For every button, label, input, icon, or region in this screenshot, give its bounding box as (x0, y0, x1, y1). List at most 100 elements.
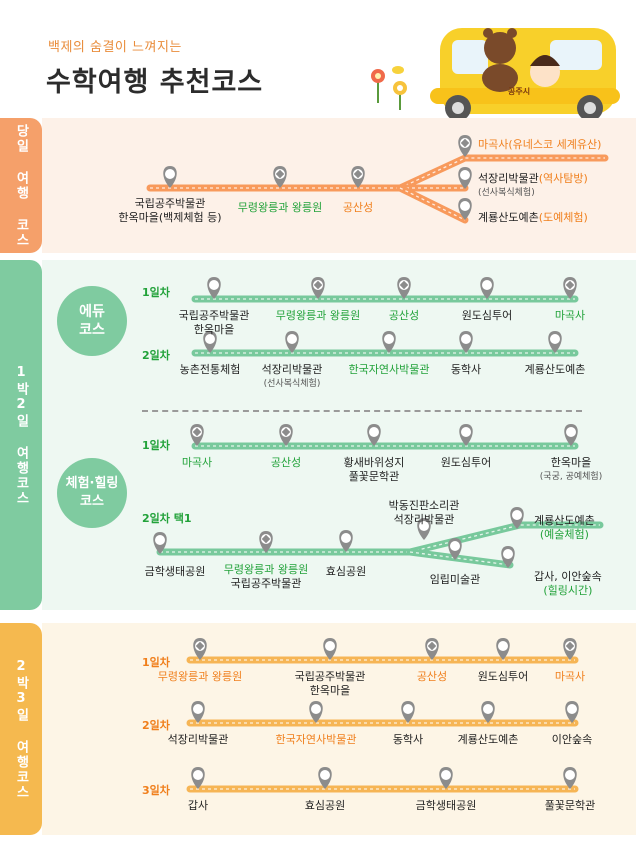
heal-day2-stop-1: 무령왕릉과 왕릉원 국립공주박물관 (196, 563, 336, 591)
daytrip-branch-1-dash (399, 157, 605, 189)
two-day2-label: 2일차 (142, 719, 170, 732)
stop-note: (예술체험) (539, 528, 589, 541)
heal-day2-branch-1: 계룡산도예촌 (예술체험) (534, 514, 595, 542)
pin-icon (401, 701, 415, 723)
two-day2-stop-0: 석장리박물관 (128, 733, 268, 747)
stop-name: 금학생태공원 (415, 799, 477, 812)
stop-name: 갑사 (187, 799, 209, 812)
edu-day2-stop-0: 농촌전통체험 (140, 363, 280, 377)
heal-day1-stop-2: 황새바위성지 풀꽃문학관 (304, 456, 444, 484)
stop-name-2: 국립공주박물관 (230, 577, 302, 590)
heritage-pin-icon (279, 424, 293, 446)
pin-icon (339, 530, 353, 552)
heritage-pin-icon (563, 638, 577, 660)
pin-icon (459, 424, 473, 446)
heal-day1-stop-0: 마곡사 (127, 456, 267, 470)
stop-name: 계룡산도예촌 (534, 514, 595, 527)
heal-day2-branch-down-dash (409, 551, 511, 566)
pin-icon (439, 767, 453, 789)
pin-icon (458, 167, 472, 189)
stop-name: 마곡사 (554, 670, 586, 683)
edu-day2-label: 2일차 (142, 349, 170, 362)
stop-name: 박동진판소리관 석장리박물관 (388, 499, 460, 526)
stop-note: (역사탐방) (538, 172, 588, 185)
stop-name: 효심공원 (325, 565, 367, 578)
pin-icon (458, 198, 472, 220)
heal-day2-stop-2: 효심공원 (276, 565, 416, 579)
pin-icon (564, 424, 578, 446)
heal-day2-branch-3: 갑사, 이안숲속 (힐링시간) (534, 570, 602, 598)
heritage-pin-icon (193, 638, 207, 660)
heal-day1-stop-1: 공산성 (216, 456, 356, 470)
stop-name: 공산성 (270, 456, 302, 469)
two-day1-label: 1일차 (142, 656, 170, 669)
daytrip-branch-3-dash (399, 187, 466, 221)
stop-name: 풀꽃문학관 (544, 799, 596, 812)
stop-name: 원도심투어 (477, 670, 529, 683)
stop-sub: (선사복식체험) (263, 379, 321, 389)
heritage-pin-icon (351, 166, 365, 188)
pin-icon (510, 507, 524, 529)
pin-icon (318, 767, 332, 789)
pin-icon (480, 277, 494, 299)
pin-icon (191, 767, 205, 789)
edu-day1-label: 1일차 (142, 286, 170, 299)
stop-name: 마곡사 (181, 456, 213, 469)
daytrip-stop-1: 무령왕릉과 왕릉원 (210, 201, 350, 215)
stop-name: 석장리박물관 (167, 733, 229, 746)
daytrip-side-tab: 당일 여행 코스 (0, 118, 42, 253)
pin-icon (382, 331, 396, 353)
stop-name: 무령왕릉과 왕릉원 (237, 201, 323, 214)
page-title: 수학여행 추천코스 (46, 67, 264, 98)
stop-name: 마곡사 (478, 138, 509, 151)
two-day3-stop-2: 금학생태공원 (376, 799, 516, 813)
pin-icon (563, 767, 577, 789)
two-day2-stop-3: 계룡산도예촌 (418, 733, 558, 747)
pin-icon (207, 277, 221, 299)
edu-course-badge: 에듀 코스 (57, 286, 127, 356)
stop-name: 국립공주박물관 한옥마을(백제체험 등) (118, 197, 222, 224)
heritage-pin-icon (425, 638, 439, 660)
pin-icon (163, 166, 177, 188)
stop-name: 공산성 (388, 309, 420, 322)
stop-name: 효심공원 (304, 799, 346, 812)
pin-icon (496, 638, 510, 660)
pin-icon (417, 518, 431, 540)
heal-day1-stop-4: 한옥마을 (국궁, 공예체험) (501, 456, 636, 484)
pin-icon (323, 638, 337, 660)
edu-day1-stop-1: 무령왕릉과 왕릉원 (248, 309, 388, 323)
stop-name: 갑사, 이안숲속 (534, 570, 602, 583)
stop-name: 계룡산도예촌 (457, 733, 519, 746)
one-night-side-tab: 1박2일 여행코스 (0, 260, 42, 610)
stop-note: (유네스코 세계유산) (508, 138, 602, 151)
pin-icon (501, 546, 515, 568)
stop-name: 계룡산도예촌 (524, 363, 586, 376)
stop-name: 공산성 (416, 670, 448, 683)
pin-icon (481, 701, 495, 723)
two-day1-stop-2: 공산성 (362, 670, 502, 684)
edu-day2-stop-4: 계룡산도예촌 (485, 363, 625, 377)
two-day3-stop-0: 갑사 (128, 799, 268, 813)
edu-day2-stop-1: 석장리박물관 (선사복식체험) (222, 363, 362, 391)
heal-day2-branch-up-dash (409, 524, 600, 553)
stop-name: 동학사 (392, 733, 424, 746)
edu-day2-stop-3: 동학사 (396, 363, 536, 377)
stop-name: 한옥마을 (550, 456, 592, 469)
stop-name: 국립공주박물관 한옥마을 (178, 309, 250, 336)
stop-name: 금학생태공원 (144, 565, 206, 578)
heritage-pin-icon (190, 424, 204, 446)
edu-day1-stop-3: 원도심투어 (417, 309, 557, 323)
heal-day2-label: 2일차 택1 (142, 512, 192, 525)
stop-sub: (선사복식체험) (478, 188, 535, 198)
stop-name: 원도심투어 (440, 456, 492, 469)
pin-icon (309, 701, 323, 723)
section-divider (142, 410, 582, 412)
pin-icon (203, 331, 217, 353)
subtitle: 백제의 숨결이 느껴지는 (48, 40, 182, 55)
stop-name: 석장리박물관 (261, 363, 323, 376)
two-night-side-tab: 2박3일 여행코스 (0, 623, 42, 835)
edu-day1-stop-2: 공산성 (334, 309, 474, 323)
edu-day1-stop-4: 마곡사 (500, 309, 636, 323)
stop-name: 황새바위성지 풀꽃문학관 (343, 456, 405, 483)
